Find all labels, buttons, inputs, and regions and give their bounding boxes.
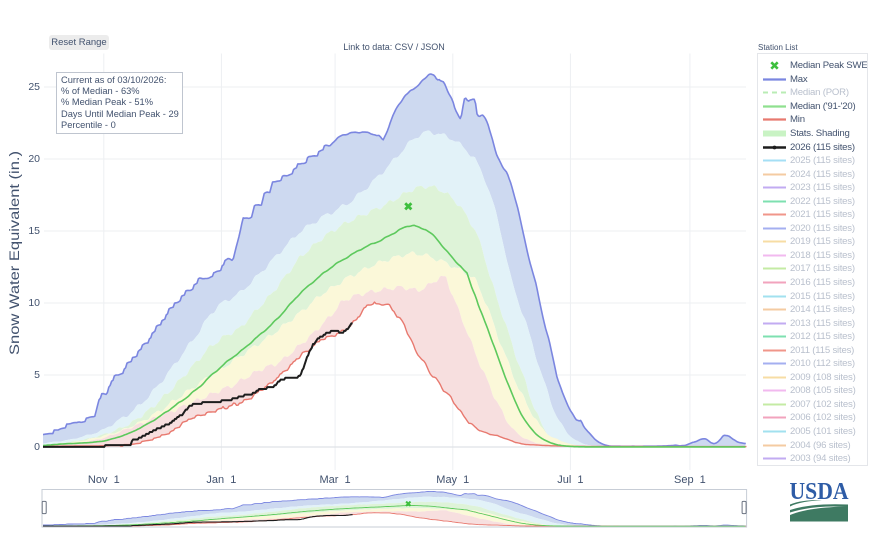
svg-text:20: 20 <box>28 153 40 165</box>
svg-text:Sep 1: Sep 1 <box>674 474 706 486</box>
svg-text:0: 0 <box>34 441 40 453</box>
svg-text:25: 25 <box>28 81 40 93</box>
svg-text:Snow Water Equivalent (in.): Snow Water Equivalent (in.) <box>7 151 22 355</box>
svg-text:Jul 1: Jul 1 <box>557 474 583 486</box>
svg-text:15: 15 <box>28 225 40 237</box>
svg-text:Jan 1: Jan 1 <box>206 474 236 486</box>
svg-text:May 1: May 1 <box>436 474 469 486</box>
svg-text:Nov 1: Nov 1 <box>88 474 120 486</box>
svg-text:Mar 1: Mar 1 <box>320 474 351 486</box>
svg-text:USDA: USDA <box>790 479 850 505</box>
svg-text:10: 10 <box>28 297 40 309</box>
svg-text:5: 5 <box>34 369 40 381</box>
